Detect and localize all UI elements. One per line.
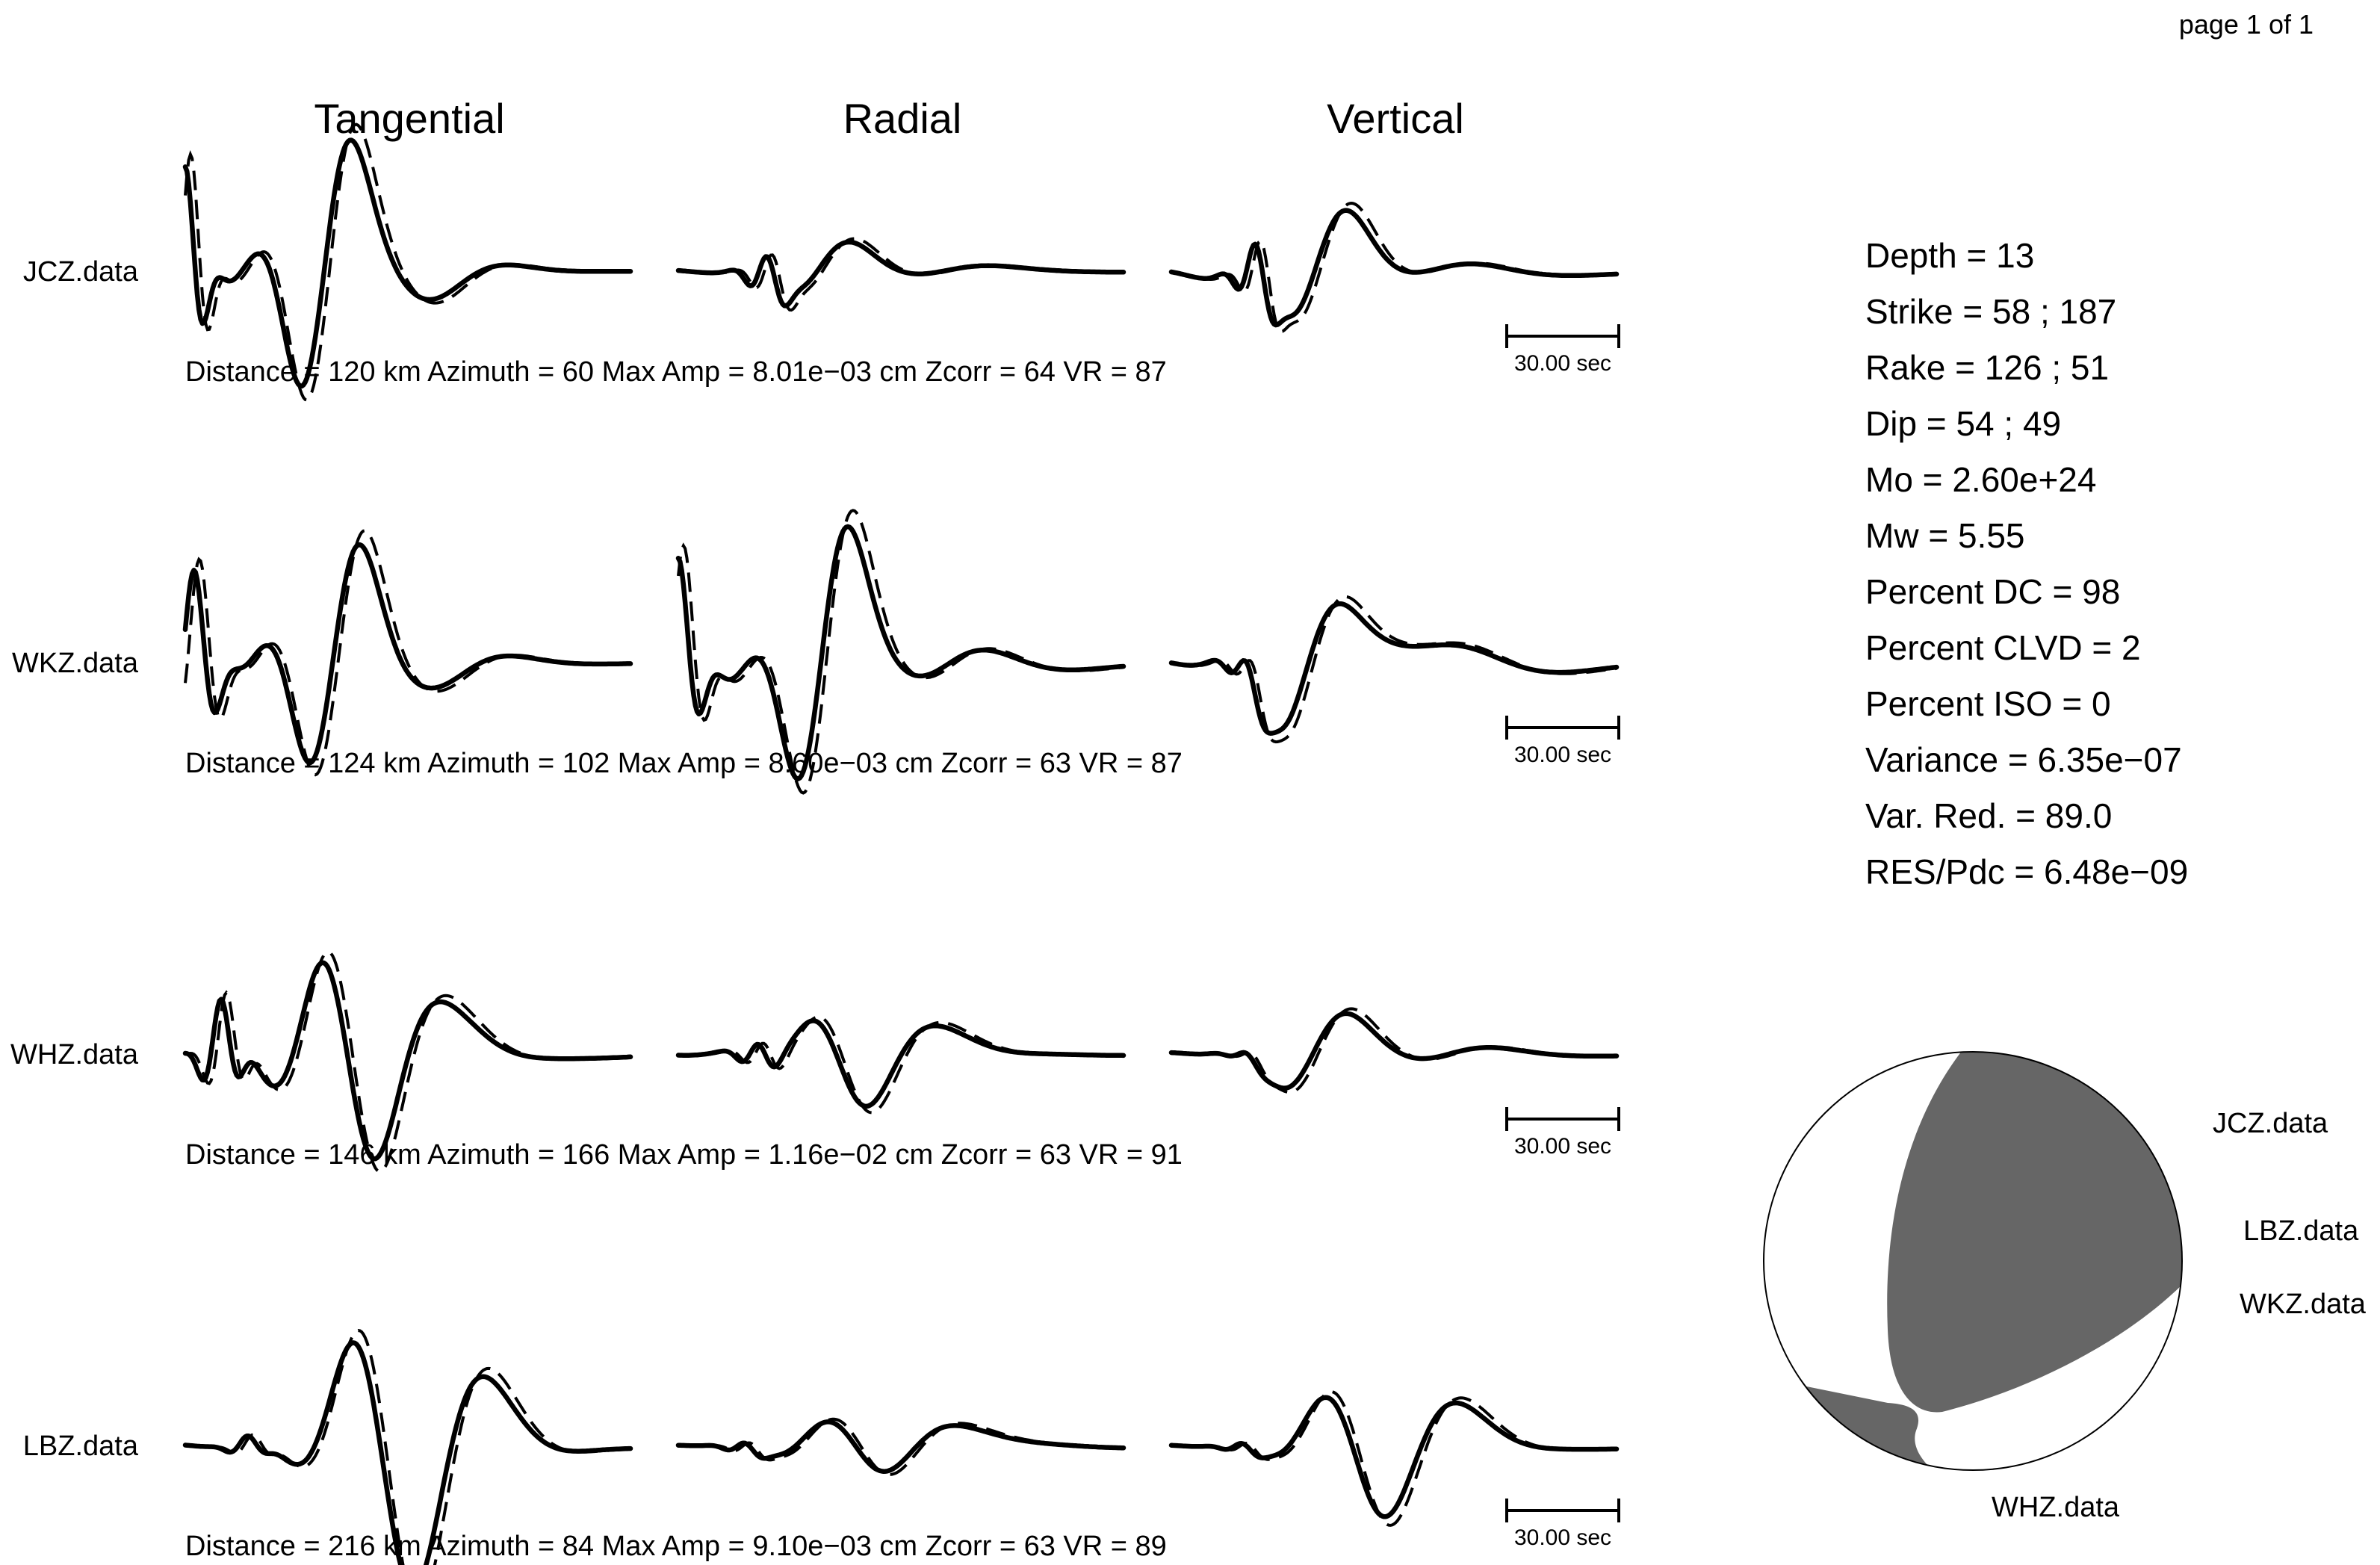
station-row-whz: WHZ.data Distance = 146 km Azimuth = 166 … bbox=[10, 950, 1620, 1174]
observed-trace-radial bbox=[678, 1417, 1124, 1477]
station-label: LBZ.data bbox=[23, 1431, 139, 1462]
synthetic-trace-vertical bbox=[1168, 1011, 1620, 1091]
synthetic-trace-vertical bbox=[1168, 208, 1620, 328]
component-header-vertical: Vertical bbox=[1327, 95, 1464, 142]
synthetic-trace-tangential bbox=[182, 1340, 633, 1565]
synthetic-trace-radial bbox=[675, 239, 1127, 309]
station-info: Distance = 216 km Azimuth = 84 Max Amp =… bbox=[185, 1531, 1167, 1562]
station-info: Distance = 120 km Azimuth = 60 Max Amp =… bbox=[185, 356, 1167, 388]
synthetic-trace-radial bbox=[675, 1419, 1127, 1474]
beachball-station-label: WHZ.data bbox=[1992, 1492, 2120, 1523]
parameter-line: Mw = 5.55 bbox=[1865, 516, 2025, 555]
observed-trace-vertical bbox=[1171, 1390, 1617, 1527]
time-scale-bar: 30.00 sec bbox=[1505, 1107, 1620, 1159]
time-scale-bar: 30.00 sec bbox=[1505, 324, 1620, 376]
time-scale-label: 30.00 sec bbox=[1514, 351, 1611, 376]
time-scale-bar: 30.00 sec bbox=[1505, 716, 1620, 767]
parameter-line: RES/Pdc = 6.48e−09 bbox=[1865, 852, 2188, 891]
focal-mechanism-beachball: JCZ.data LBZ.data WKZ.data WHZ.data bbox=[1763, 1051, 2367, 1523]
synthetic-trace-vertical bbox=[1168, 601, 1620, 736]
synthetic-trace-tangential bbox=[182, 542, 633, 766]
observed-trace-radial bbox=[678, 237, 1124, 312]
parameter-line: Mo = 2.60e+24 bbox=[1865, 460, 2096, 499]
component-headers: Tangential Radial Vertical bbox=[314, 95, 1463, 142]
synthetic-trace-radial bbox=[675, 524, 1127, 781]
component-header-radial: Radial bbox=[843, 95, 962, 142]
parameter-line: Percent ISO = 0 bbox=[1865, 684, 2111, 723]
station-label: WHZ.data bbox=[10, 1039, 139, 1070]
parameter-line: Percent DC = 98 bbox=[1865, 572, 2120, 611]
component-header-tangential: Tangential bbox=[314, 95, 504, 142]
parameter-line: Depth = 13 bbox=[1865, 236, 2034, 275]
parameter-line: Rake = 126 ; 51 bbox=[1865, 348, 2109, 387]
parameter-line: Variance = 6.35e−07 bbox=[1865, 740, 2182, 779]
synthetic-trace-radial bbox=[675, 1018, 1127, 1109]
station-rows: JCZ.data Distance = 120 km Azimuth = 60 M… bbox=[10, 123, 1620, 1565]
synthetic-trace-tangential bbox=[182, 137, 633, 389]
time-scale-bar: 30.00 sec bbox=[1505, 1499, 1620, 1550]
time-scale-label: 30.00 sec bbox=[1514, 1134, 1611, 1159]
station-row-wkz: WKZ.data Distance = 124 km Azimuth = 102 … bbox=[12, 509, 1620, 795]
station-row-lbz: LBZ.data Distance = 216 km Azimuth = 84 M… bbox=[23, 1329, 1620, 1565]
time-scale-label: 30.00 sec bbox=[1514, 743, 1611, 767]
time-scale-label: 30.00 sec bbox=[1514, 1525, 1611, 1550]
parameter-line: Dip = 54 ; 49 bbox=[1865, 404, 2061, 443]
station-label: JCZ.data bbox=[23, 256, 139, 288]
synthetic-trace-vertical bbox=[1168, 1395, 1620, 1519]
beachball-station-label: LBZ.data bbox=[2243, 1215, 2359, 1247]
station-info: Distance = 124 km Azimuth = 102 Max Amp … bbox=[185, 748, 1183, 779]
parameter-line: Percent CLVD = 2 bbox=[1865, 628, 2141, 667]
observed-trace-tangential bbox=[185, 950, 631, 1174]
parameter-line: Strike = 58 ; 187 bbox=[1865, 292, 2116, 331]
page-label: page 1 of 1 bbox=[2179, 9, 2314, 40]
station-row-jcz: JCZ.data Distance = 120 km Azimuth = 60 M… bbox=[23, 123, 1620, 402]
beachball-station-label: JCZ.data bbox=[2213, 1108, 2328, 1139]
observed-trace-radial bbox=[678, 1015, 1124, 1115]
observed-trace-tangential bbox=[184, 529, 630, 777]
station-label: WKZ.data bbox=[12, 648, 139, 679]
station-info: Distance = 146 km Azimuth = 166 Max Amp … bbox=[185, 1139, 1183, 1171]
synthetic-trace-tangential bbox=[182, 960, 633, 1162]
parameter-line: Var. Red. = 89.0 bbox=[1865, 796, 2112, 835]
solution-parameters: Depth = 13 Strike = 58 ; 187 Rake = 126 ; … bbox=[1865, 236, 2188, 891]
beachball-station-label: WKZ.data bbox=[2240, 1289, 2367, 1320]
